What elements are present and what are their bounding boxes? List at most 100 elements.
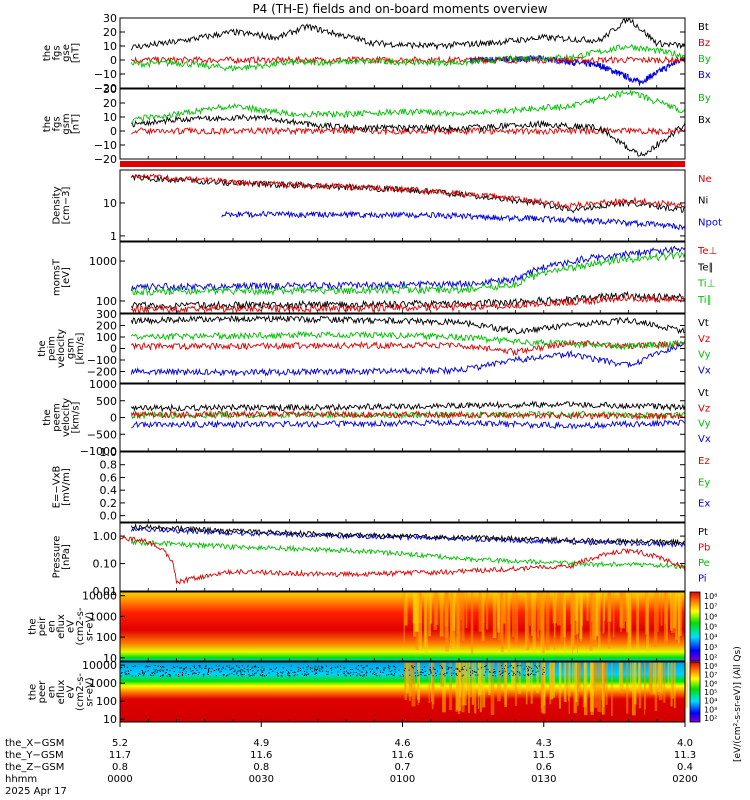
colorbar-tick-label: 10⁵ xyxy=(704,688,717,697)
spectrogram-speckle xyxy=(232,667,234,669)
spectrogram-speckle xyxy=(124,672,126,674)
x-axis-row-label: 2025 Apr 17 xyxy=(5,786,67,797)
spectrogram-speckle xyxy=(474,671,476,673)
spectrogram-speckle xyxy=(484,665,486,667)
spectrogram-streak xyxy=(573,662,577,714)
y-tick-label: 10 xyxy=(103,111,117,124)
spectrogram-speckle xyxy=(255,666,257,668)
spectrogram-streak xyxy=(592,662,596,690)
spectrogram-speckle xyxy=(244,671,246,673)
spectrogram-streak xyxy=(459,662,461,697)
spectrogram-speckle xyxy=(142,674,144,676)
spectrogram-speckle xyxy=(528,666,530,668)
spectrogram-speckle xyxy=(222,667,224,669)
spectrogram-streak xyxy=(419,592,422,624)
legend-entry: Vt xyxy=(698,318,709,329)
spectrogram-streak xyxy=(570,592,573,624)
spectrogram-speckle xyxy=(304,674,306,676)
spectrogram-speckle xyxy=(365,670,367,672)
colorbar-tick-label: 10³ xyxy=(704,643,717,652)
spectrogram-speckle xyxy=(320,668,322,670)
spectrogram-speckle xyxy=(512,667,514,669)
spectrogram-streak xyxy=(619,592,624,628)
y-tick-label: −200 xyxy=(87,366,117,379)
spectrogram-streak xyxy=(530,662,533,704)
spectrogram-speckle xyxy=(193,666,195,668)
spectrogram-speckle xyxy=(336,666,338,668)
legend-entry: Pe xyxy=(698,558,710,569)
spectrogram-speckle xyxy=(236,673,238,675)
spectrogram-speckle xyxy=(276,673,278,675)
spectrogram-streak xyxy=(584,662,587,704)
spectrogram-speckle xyxy=(469,671,471,673)
spectrogram-speckle xyxy=(512,671,514,673)
spectrogram-speckle xyxy=(215,665,217,667)
spectrogram-speckle xyxy=(239,670,241,672)
spectrogram-speckle xyxy=(395,667,397,669)
spectrogram-speckle xyxy=(512,674,514,676)
spectrogram-streak xyxy=(417,662,419,706)
series-density-Ni xyxy=(131,174,686,214)
spectrogram-speckle xyxy=(306,666,308,668)
spectrogram-speckle xyxy=(487,669,489,671)
spectrogram-speckle xyxy=(254,665,256,667)
spectrogram-speckle xyxy=(290,669,292,671)
spectrogram-speckle xyxy=(421,672,423,674)
spectrogram-speckle xyxy=(158,669,160,671)
legend-entry: Te⊥ xyxy=(697,246,717,257)
spectrogram-speckle xyxy=(360,671,362,673)
spectrogram-speckle xyxy=(403,669,405,671)
spectrogram-speckle xyxy=(252,673,254,675)
x-tick-label: 11.6 xyxy=(391,750,413,761)
spectrogram-streak xyxy=(536,592,540,638)
spectrogram-speckle xyxy=(530,667,532,669)
spectrogram-streak xyxy=(424,592,428,654)
x-tick-label: 11.7 xyxy=(109,750,131,761)
spectrogram-speckle xyxy=(347,672,349,674)
spectrogram-speckle xyxy=(175,674,177,676)
spectrogram-streak xyxy=(558,662,561,709)
series-fgs-gse-By xyxy=(130,43,686,72)
y-axis-label: [nT] xyxy=(70,114,81,134)
spectrogram-speckle xyxy=(517,665,519,667)
spectrogram-speckle xyxy=(222,675,224,677)
spectrogram-speckle xyxy=(190,670,192,672)
spectrogram-speckle xyxy=(306,673,308,675)
spectrogram-speckle xyxy=(527,669,529,671)
spectrogram-speckle xyxy=(331,667,333,669)
spectrogram-speckle xyxy=(145,671,147,673)
spectrogram-speckle xyxy=(192,670,194,672)
spectrogram-speckle xyxy=(222,674,224,676)
spectrogram-speckle xyxy=(389,670,391,672)
spectrogram-speckle xyxy=(304,671,306,673)
series-fgs-gsm-By xyxy=(131,89,686,124)
spectrogram-speckle xyxy=(168,673,170,675)
spectrogram-speckle xyxy=(355,667,357,669)
spectrogram-speckle xyxy=(515,674,517,676)
spectrogram-streak xyxy=(612,592,615,637)
spectrogram-speckle xyxy=(519,672,521,674)
spectrogram-streak xyxy=(529,592,531,626)
y-axis-label: velocity xyxy=(56,329,67,368)
colorbar-label: [eV/(cm²-s-sr-eV)] (All Qs) xyxy=(733,646,743,762)
spectrogram-streak xyxy=(577,662,581,690)
spectrogram-speckle xyxy=(334,666,336,668)
spectrogram-speckle xyxy=(290,665,292,667)
spectrogram-speckle xyxy=(453,669,455,671)
spectrogram-speckle xyxy=(181,675,183,677)
series-density-Ne xyxy=(130,173,686,210)
spectrogram-speckle xyxy=(339,665,341,667)
spectrogram-speckle xyxy=(456,668,458,670)
y-tick-label: −10 xyxy=(94,68,117,81)
spectrogram-speckle xyxy=(388,665,390,667)
spectrogram-streak xyxy=(504,592,509,645)
spectrogram-streak xyxy=(552,662,556,698)
spectrogram-speckle xyxy=(293,675,295,677)
spectrogram-streak xyxy=(404,662,406,690)
spectrogram-streak xyxy=(568,662,570,702)
spectrogram-speckle xyxy=(379,675,381,677)
colorbar-tick-label: 10² xyxy=(704,653,717,662)
spectrogram-speckle xyxy=(322,667,324,669)
y-axis-label: peir xyxy=(37,616,48,636)
spectrogram-speckle xyxy=(377,667,379,669)
